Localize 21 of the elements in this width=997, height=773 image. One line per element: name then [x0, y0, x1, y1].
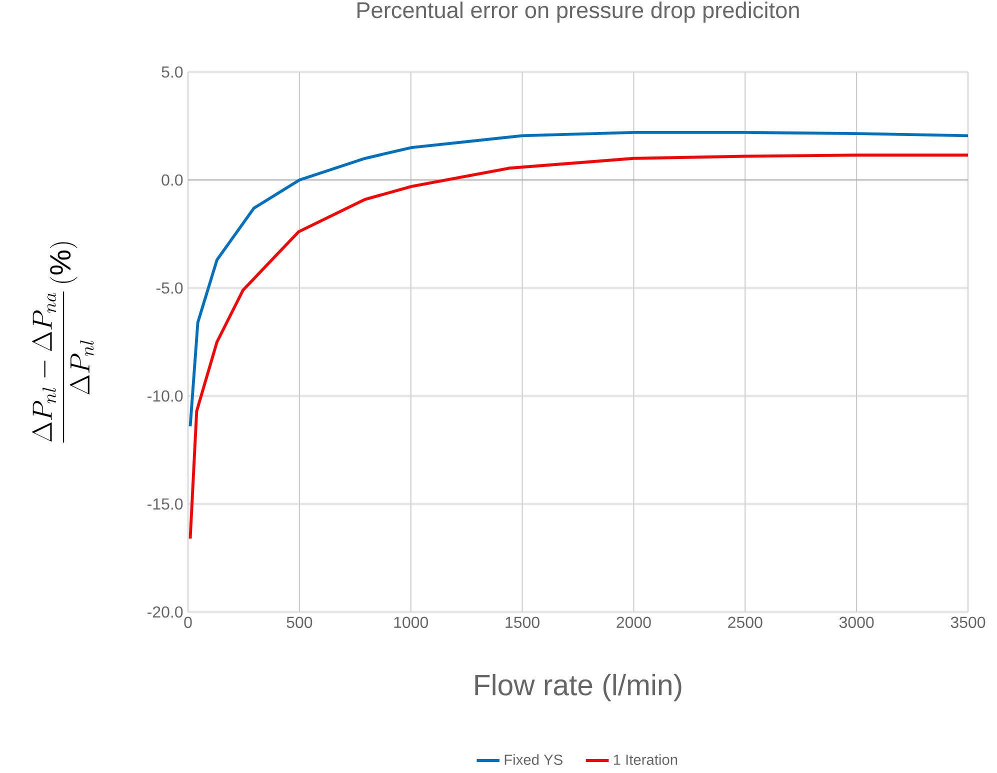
y-tick-label: 0.0: [162, 174, 183, 186]
x-tick-label: 3000: [839, 616, 874, 628]
line-series: [188, 154, 968, 540]
y-tick-label: -15.0: [148, 498, 183, 510]
y-tick-label: -10.0: [148, 390, 183, 402]
line-series: [188, 130, 968, 428]
x-tick-label: 2500: [728, 616, 762, 628]
x-tick-label: 3500: [950, 616, 986, 628]
y-tick-label: 5.0: [162, 66, 183, 78]
legend-label: 1 Iteration: [614, 754, 678, 765]
x-tick-label: 500: [286, 616, 312, 628]
chart-title: Percentual error on pressure drop prediciton: [357, 2, 799, 23]
x-tick-label: 0: [184, 616, 192, 628]
y-axis-title: $\frac{\Delta P_{nl}-\Delta P_{na}}{\Delta P_{nl}}\,(\%)$: [32, 242, 94, 443]
x-tick-label: 1000: [394, 616, 428, 628]
x-tick-label: 2000: [616, 616, 651, 628]
x-tick-label: 1500: [506, 616, 540, 628]
legend-label: Fixed YS: [504, 754, 562, 765]
y-tick-label: -20.0: [148, 606, 183, 618]
x-axis-title: Flow rate (l/min): [475, 674, 682, 702]
y-tick-label: -5.0: [156, 282, 183, 294]
